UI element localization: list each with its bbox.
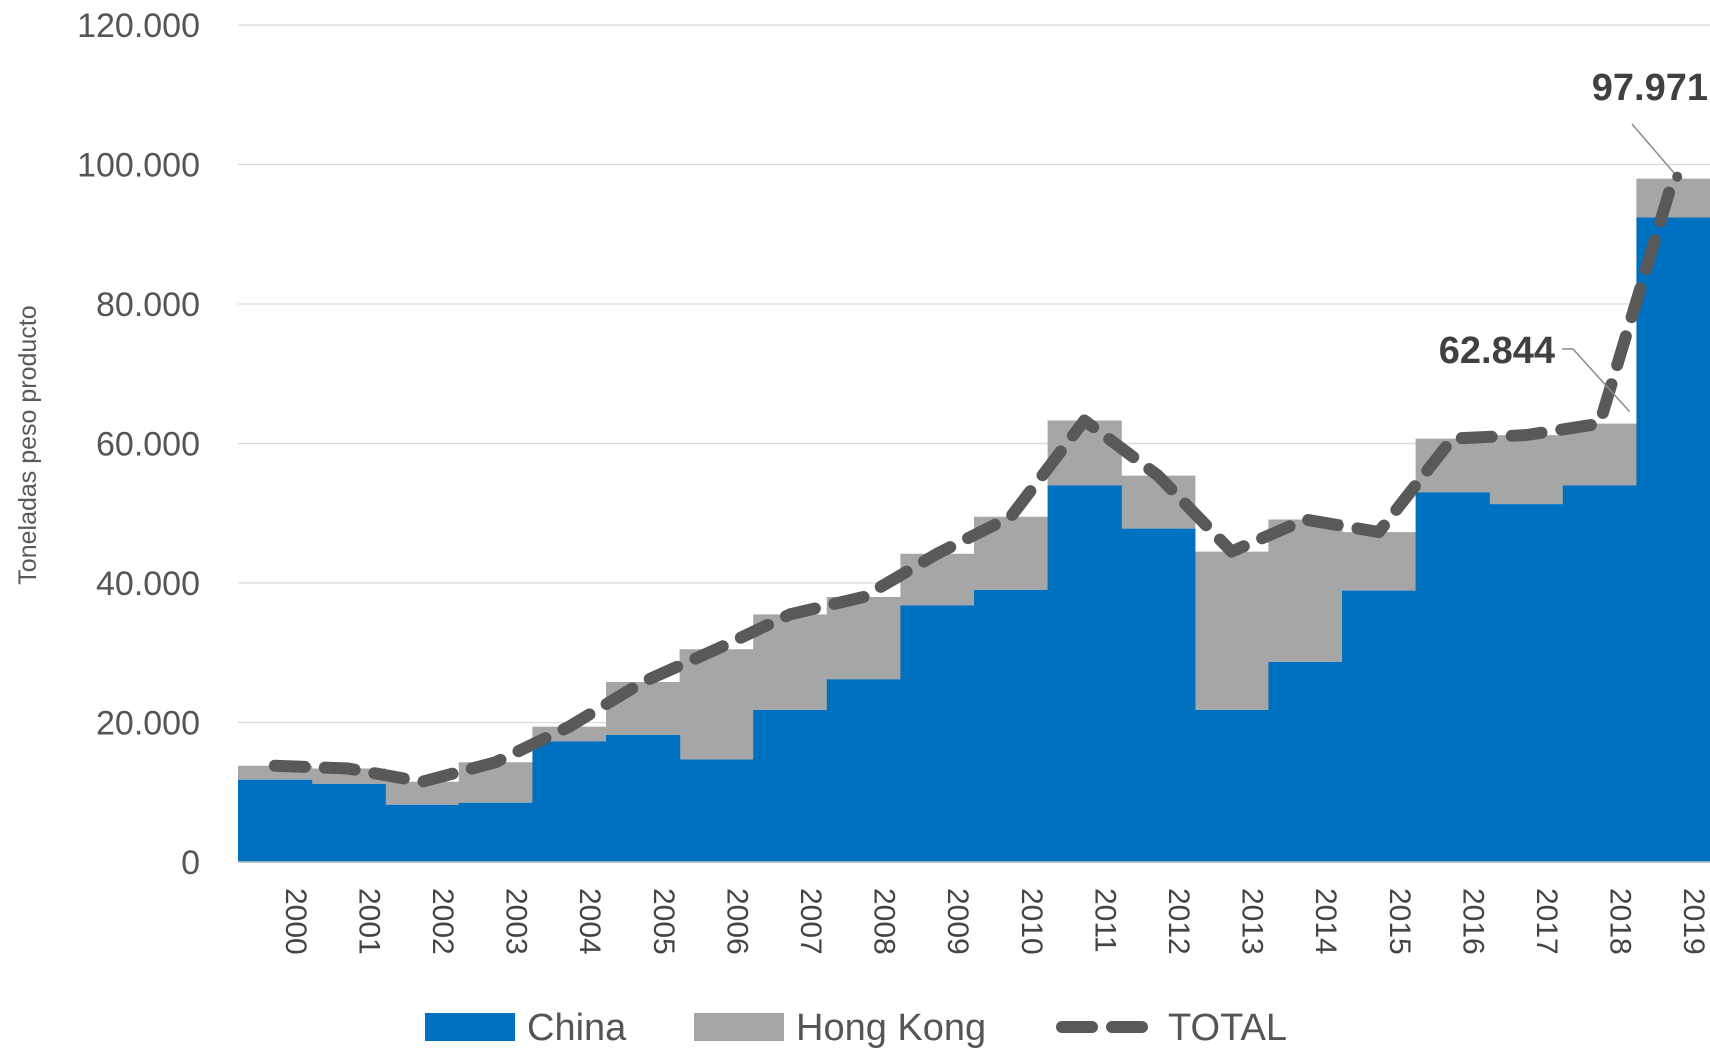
x-tick-label: 2013 [1236,888,1269,955]
y-tick-label: 120.000 [77,7,200,45]
x-tick-label: 2010 [1015,888,1048,955]
stacked-areas [238,178,1710,863]
leader-line-2018 [1562,348,1631,413]
legend-label-china: China [527,1007,627,1049]
x-tick-label: 2001 [352,888,385,955]
y-tick-label: 80.000 [96,286,200,324]
total-line-layer [268,172,1680,788]
data-labels: 62.844 97.971 [1439,67,1708,413]
y-tick-label: 0 [181,844,200,882]
x-tick-label: 2003 [500,888,533,955]
x-tick-label: 2000 [279,888,312,955]
y-tick-label: 40.000 [96,565,200,603]
legend-label-total: TOTAL [1168,1007,1287,1049]
y-axis-title: Toneladas peso producto [14,305,42,584]
x-tick-label: 2014 [1309,888,1342,955]
x-tick-label: 2018 [1604,888,1637,955]
legend: China Hong Kong TOTAL [425,1007,1287,1049]
x-tick-label: 2006 [720,888,753,955]
china-area [238,217,1710,862]
x-tick-label: 2016 [1456,888,1489,955]
y-tick-label: 20.000 [96,705,200,743]
legend-swatch-china [425,1013,515,1041]
x-tick-label: 2002 [426,888,459,955]
x-tick-label: 2005 [647,888,680,955]
y-axis: 0 20.000 40.000 60.000 80.000 100.000 120.000 [77,7,200,882]
x-tick-label: 2011 [1088,888,1121,953]
x-tick-label: 2009 [941,888,974,955]
x-tick-label: 2012 [1162,888,1195,955]
x-tick-label: 2017 [1530,888,1563,955]
y-tick-label: 100.000 [77,147,200,185]
x-tick-label: 2015 [1383,888,1416,955]
x-tick-label: 2004 [573,888,606,955]
x-tick-label: 2008 [868,888,901,955]
data-label-2018: 62.844 [1439,330,1555,372]
legend-label-hong-kong: Hong Kong [796,1007,986,1049]
x-tick-label: 2007 [794,888,827,955]
x-axis: 2000 2001 2002 2003 2004 2005 2006 2007 2008 2009… [279,888,1710,955]
leader-line-2019 [1631,123,1678,178]
legend-swatch-hong-kong [694,1013,784,1041]
total-marker-2019 [1672,171,1683,182]
data-label-2019: 97.971 [1592,67,1708,109]
y-tick-label: 60.000 [96,426,200,464]
total-line [268,172,1680,788]
x-tick-label: 2019 [1677,888,1710,955]
